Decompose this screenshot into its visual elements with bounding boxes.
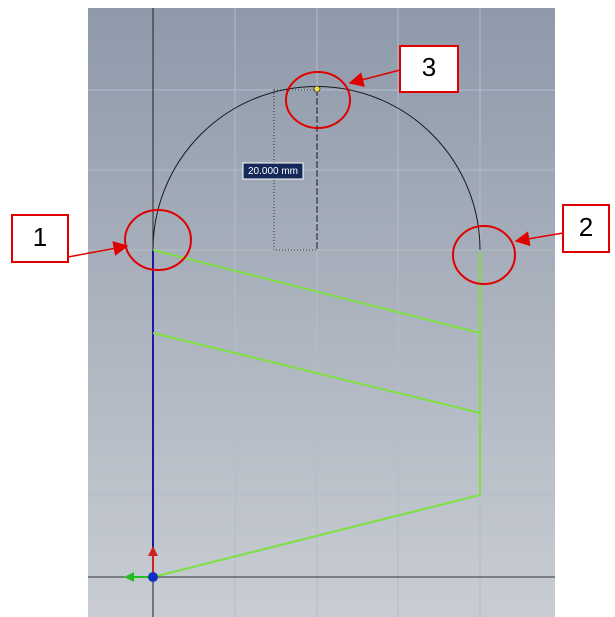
green-lines [152, 249, 481, 578]
arrows [67, 69, 564, 258]
highlights [124, 71, 516, 285]
x-arrowhead [148, 546, 158, 556]
origin [148, 572, 158, 582]
dim-text: 20.000 mm [248, 166, 298, 177]
callout-label: 2 [579, 212, 593, 242]
callout-box [399, 45, 459, 93]
callout-box [562, 204, 610, 253]
y-arrowhead [124, 572, 134, 582]
callout-label: 3 [422, 52, 436, 82]
dim-field[interactable] [242, 162, 304, 180]
dim-box [273, 89, 318, 251]
viewport [88, 8, 555, 617]
callout-box [11, 214, 69, 263]
callout-label: 1 [33, 222, 47, 252]
point [313, 85, 321, 93]
